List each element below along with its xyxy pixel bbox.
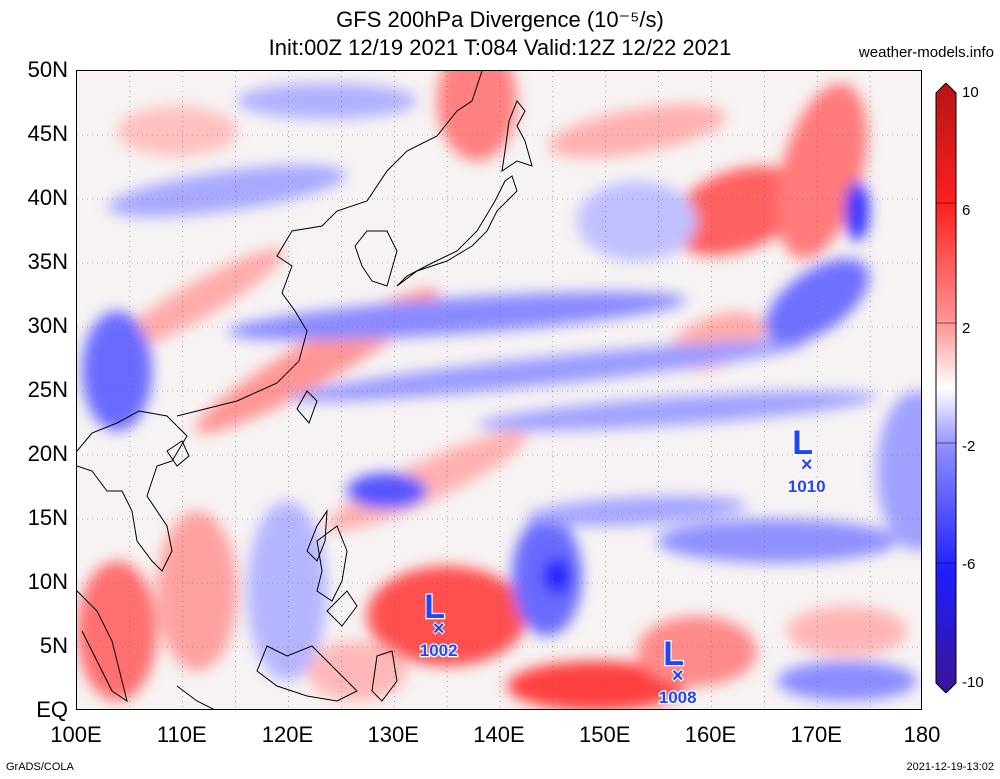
colorbar-tick-label: 2 <box>962 320 971 337</box>
low-pressure-value: 1010 <box>788 477 826 496</box>
low-letter: L <box>663 635 684 673</box>
lon-tick-label: 120E <box>261 722 314 747</box>
lon-tick-label: 110E <box>156 722 207 747</box>
lat-tick-label: 20N <box>27 441 68 466</box>
coastlines <box>77 71 533 709</box>
lon-tick-label: 160E <box>684 722 737 747</box>
lon-tick-label: 100E <box>50 722 102 747</box>
colorbar-tick-label: 10 <box>962 84 979 101</box>
lat-tick-label: 5N <box>39 633 68 658</box>
low-marker: L×1010 <box>787 423 827 498</box>
low-pressure-value: 1008 <box>659 688 697 707</box>
lat-tick-label: 15N <box>27 505 68 530</box>
low-pressure-value: 1002 <box>420 641 458 660</box>
footer-left: GrADS/COLA <box>6 761 74 773</box>
lat-lon-grid <box>77 71 921 709</box>
low-marker: L×1002 <box>419 587 459 662</box>
lon-tick-label: 150E <box>579 722 631 747</box>
lat-tick-label: 35N <box>27 249 68 274</box>
low-letter: L <box>792 424 813 462</box>
lon-tick-label: 170E <box>790 722 842 747</box>
lat-tick-label: 40N <box>27 185 68 210</box>
map-subtitle: Init:00Z 12/19 2021 T:084 Valid:12Z 12/2… <box>268 35 732 60</box>
colorbar-tick-label: -10 <box>962 674 984 691</box>
lat-tick-label: 50N <box>27 57 68 82</box>
colorbar-tick-label: 6 <box>962 202 971 219</box>
source-label: weather-models.info <box>858 44 994 61</box>
low-center-icon: × <box>433 618 445 640</box>
low-marker: L×1008 <box>657 634 697 709</box>
colorbar <box>935 83 957 693</box>
low-center-icon: × <box>672 665 684 687</box>
footer-right: 2021-12-19-13:02 <box>906 761 994 773</box>
map-title: GFS 200hPa Divergence (10⁻⁵/s) <box>336 7 664 32</box>
low-letter: L <box>424 588 445 626</box>
lon-tick-label: 140E <box>473 722 525 747</box>
divergence-field <box>77 71 921 709</box>
colorbar-tick-label: -2 <box>962 438 976 455</box>
low-center-icon: × <box>801 454 813 476</box>
lon-tick-label: 180 <box>903 722 941 747</box>
lat-tick-label: 25N <box>27 377 68 402</box>
lon-tick-label: 130E <box>367 722 419 747</box>
lat-tick-label: EQ <box>36 697 68 722</box>
colorbar-tick-label: -6 <box>962 556 976 573</box>
lat-tick-label: 45N <box>27 121 68 146</box>
divergence-map: L × 1002 L × 1008 L × 1010 <box>76 70 922 710</box>
lat-tick-label: 10N <box>27 569 68 594</box>
lat-tick-label: 30N <box>27 313 68 338</box>
